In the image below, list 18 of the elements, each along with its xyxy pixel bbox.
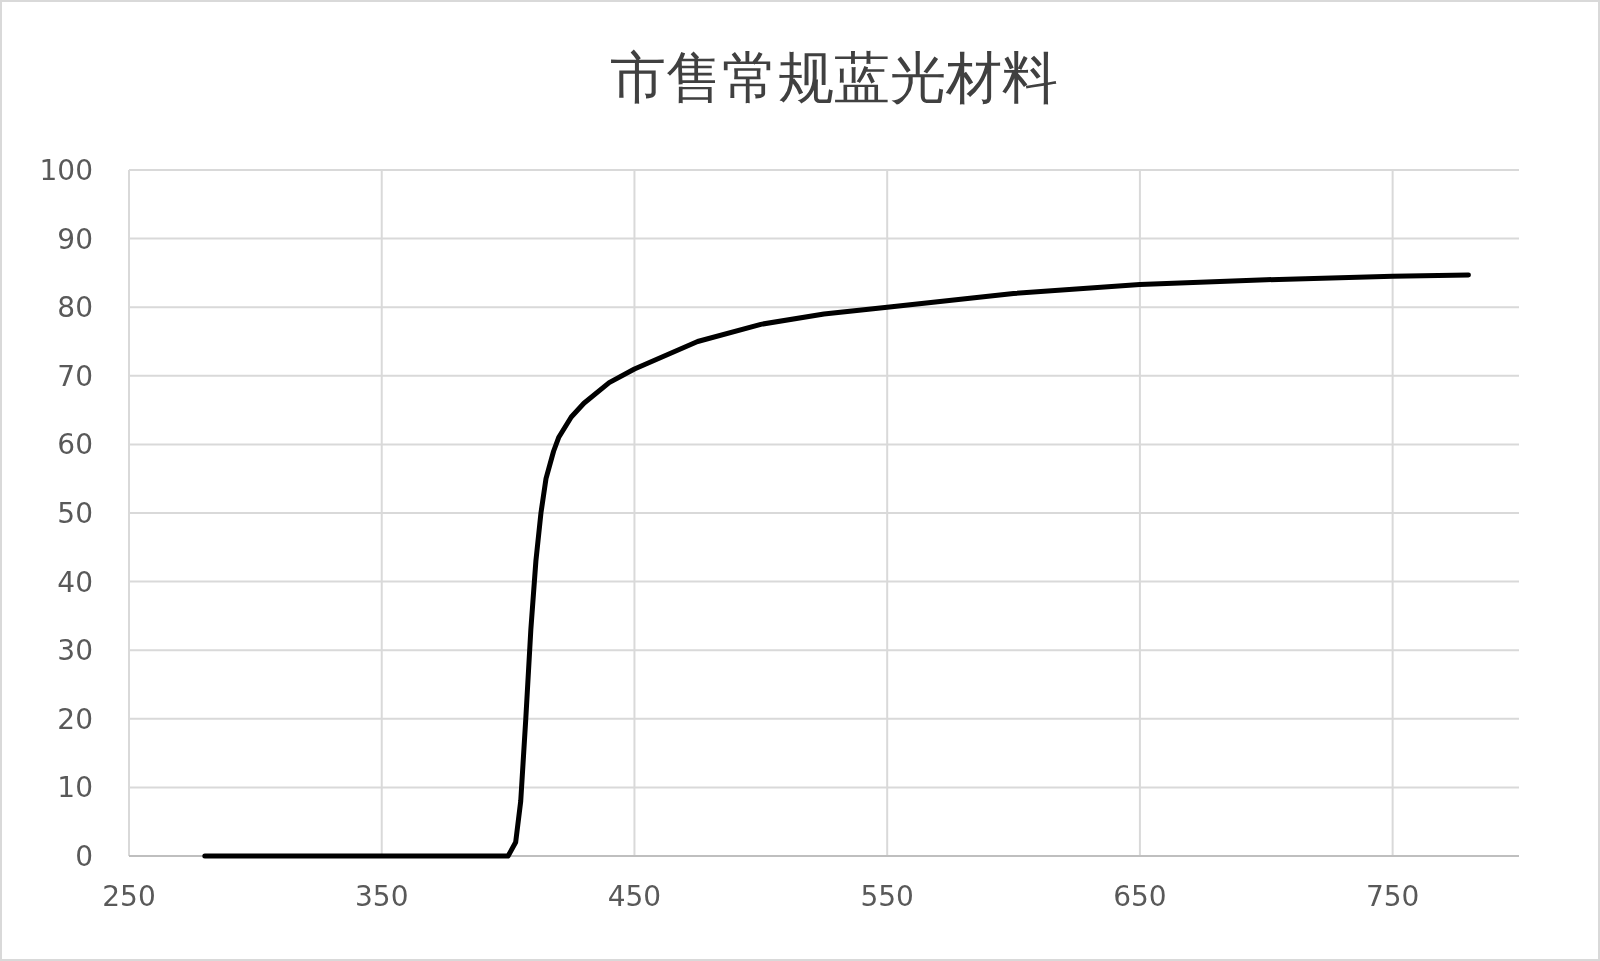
y-tick-label: 90	[57, 222, 93, 256]
y-tick-label: 10	[57, 771, 93, 805]
y-tick-label: 70	[57, 359, 93, 393]
x-tick-label: 750	[1365, 880, 1420, 913]
x-tick-label: 450	[607, 880, 662, 913]
chart-title: 市售常规蓝光材料	[610, 45, 1058, 110]
y-tick-label: 30	[57, 634, 93, 668]
x-tick-label: 250	[102, 880, 156, 913]
y-tick-label: 60	[57, 428, 93, 462]
x-tick-label: 550	[860, 880, 914, 913]
y-tick-label: 50	[57, 497, 93, 530]
x-tick-label: 650	[1113, 880, 1167, 913]
y-tick-label: 0	[75, 840, 93, 873]
y-tick-label: 100	[39, 154, 93, 187]
y-tick-label: 40	[57, 565, 93, 599]
x-tick-label: 350	[355, 880, 409, 913]
y-tick-label: 20	[57, 702, 93, 736]
y-tick-label: 80	[57, 291, 93, 325]
